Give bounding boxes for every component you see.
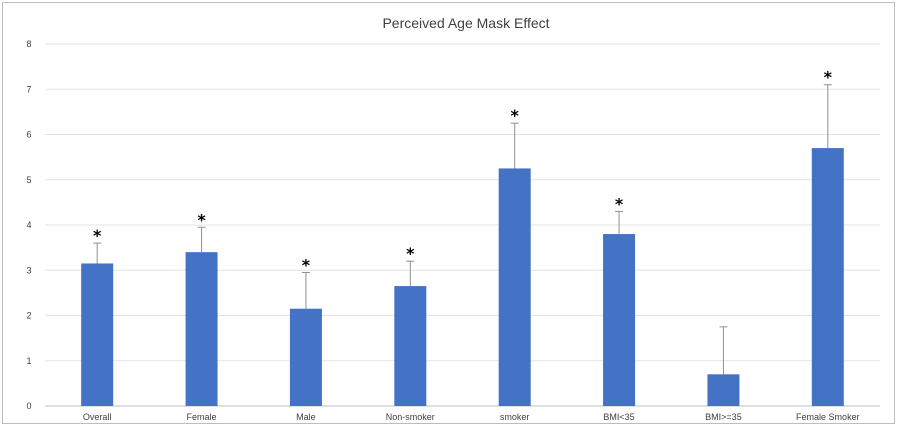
y-tick-label: 7 — [26, 84, 31, 94]
chart-title: Perceived Age Mask Effect — [382, 15, 549, 31]
x-category-label: Female — [187, 412, 217, 422]
error-bars — [93, 84, 832, 375]
bar — [394, 286, 427, 406]
y-tick-label: 8 — [26, 39, 31, 49]
x-category-label: Non-smoker — [386, 412, 435, 422]
gridlines — [45, 43, 880, 407]
chart-frame — [2, 2, 895, 424]
significance-star: * — [302, 256, 311, 275]
x-category-label: Overall — [83, 412, 112, 422]
significance-markers: * * * * * * * — [93, 68, 833, 275]
bar — [289, 308, 322, 406]
significance-star: * — [197, 210, 206, 229]
x-category-label: BMI>=35 — [705, 412, 742, 422]
bars — [81, 148, 844, 406]
x-axis: Overall Female Male Non-smoker smoker BMI<35 B… — [83, 412, 860, 422]
significance-star: * — [615, 194, 624, 213]
significance-star: * — [824, 68, 833, 87]
bar — [707, 374, 740, 406]
x-category-label: BMI<35 — [603, 412, 634, 422]
x-category-label: smoker — [500, 412, 530, 422]
y-tick-label: 0 — [26, 401, 31, 411]
bar — [81, 263, 114, 406]
y-tick-label: 5 — [26, 175, 31, 185]
y-tick-label: 6 — [26, 130, 31, 140]
bar — [498, 168, 531, 406]
bar — [603, 234, 636, 406]
y-tick-label: 4 — [26, 220, 31, 230]
y-tick-label: 1 — [26, 356, 31, 366]
y-tick-label: 3 — [26, 265, 31, 275]
x-category-label: Male — [296, 412, 316, 422]
y-tick-label: 2 — [26, 311, 31, 321]
significance-star: * — [93, 226, 102, 245]
significance-star: * — [406, 244, 415, 263]
bar — [811, 148, 844, 406]
y-axis: 0 1 2 3 4 5 6 7 8 — [26, 39, 31, 411]
x-category-label: Female Smoker — [796, 412, 860, 422]
bar — [185, 252, 218, 406]
significance-star: * — [511, 106, 520, 125]
